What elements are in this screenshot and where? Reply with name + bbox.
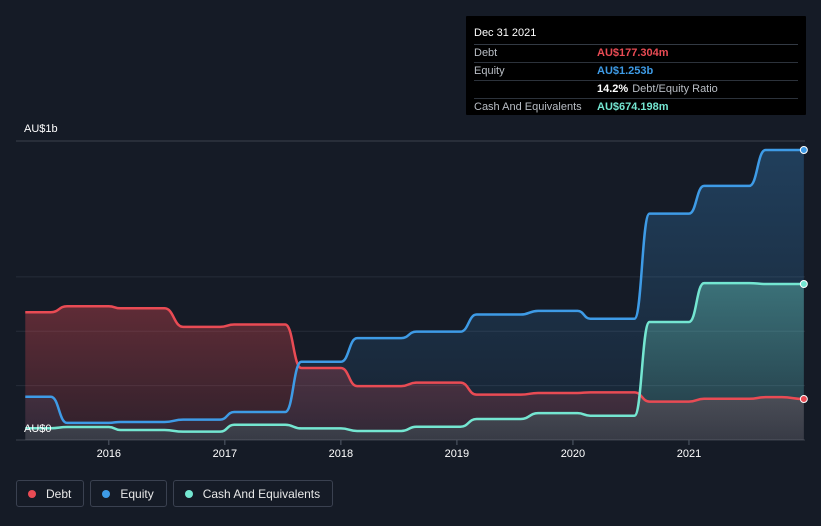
tooltip-cash-label: Cash And Equivalents: [474, 101, 582, 113]
area-cash: [25, 283, 804, 440]
tooltip-debt-value: AU$177.304m: [597, 47, 669, 59]
end-marker-equity[interactable]: [799, 146, 808, 154]
tooltip-equity-row: Equity AU$1.253b: [474, 63, 798, 81]
x-tick-label: 2016: [97, 448, 121, 460]
x-tick-label: 2020: [561, 448, 585, 460]
line-debt: [25, 304, 804, 403]
tooltip-ratio-value: 14.2%: [597, 83, 629, 95]
x-tick-label: 2017: [213, 448, 237, 460]
area-debt: [25, 306, 804, 440]
legend-dot-cash: [184, 489, 193, 498]
end-markers: [799, 146, 808, 404]
debt-equity-chart: 2016 2017 2018 2019 2020 2021 AU$1b AU$0: [16, 123, 808, 460]
series-lines: [25, 148, 804, 433]
end-marker-debt[interactable]: [799, 395, 808, 404]
y-axis-bottom-label: AU$0: [24, 423, 52, 435]
legend-label-equity: Equity: [120, 486, 154, 501]
y-axis-top-label: AU$1b: [24, 123, 58, 135]
line-equity: [25, 148, 804, 425]
tooltip-ratio-label: Debt/Equity Ratio: [632, 83, 718, 95]
data-tooltip: Dec 31 2021 Debt AU$177.304m Equity AU$1…: [466, 16, 806, 115]
x-axis-ticks: 2016 2017 2018 2019 2020 2021: [97, 440, 701, 460]
series-areas: [25, 150, 804, 440]
end-marker-cash[interactable]: [799, 280, 808, 289]
legend-label-debt: Debt: [46, 486, 72, 501]
area-equity: [25, 150, 804, 440]
legend-label-cash: Cash And Equivalents: [202, 486, 321, 501]
legend-item-cash[interactable]: Cash And Equivalents: [172, 480, 334, 507]
tooltip-equity-label: Equity: [474, 65, 505, 77]
legend-dot-debt: [28, 489, 36, 498]
x-tick-label: 2021: [677, 448, 701, 460]
chart-legend: Debt Equity Cash And Equivalents: [16, 480, 334, 507]
x-tick-label: 2018: [329, 448, 353, 460]
line-cash: [25, 281, 804, 433]
tooltip-ratio-row: 14.2% Debt/Equity Ratio: [474, 81, 798, 99]
tooltip-debt-label: Debt: [474, 47, 498, 59]
tooltip-cash-row: Cash And Equivalents AU$674.198m: [474, 99, 798, 116]
legend-item-equity[interactable]: Equity: [90, 480, 167, 507]
x-tick-label: 2019: [445, 448, 469, 460]
legend-item-debt[interactable]: Debt: [16, 480, 85, 507]
tooltip-equity-value: AU$1.253b: [597, 65, 654, 77]
tooltip-date: Dec 31 2021: [474, 24, 798, 45]
tooltip-debt-row: Debt AU$177.304m: [474, 45, 798, 63]
tooltip-cash-value: AU$674.198m: [597, 101, 669, 113]
legend-dot-equity: [102, 489, 111, 498]
